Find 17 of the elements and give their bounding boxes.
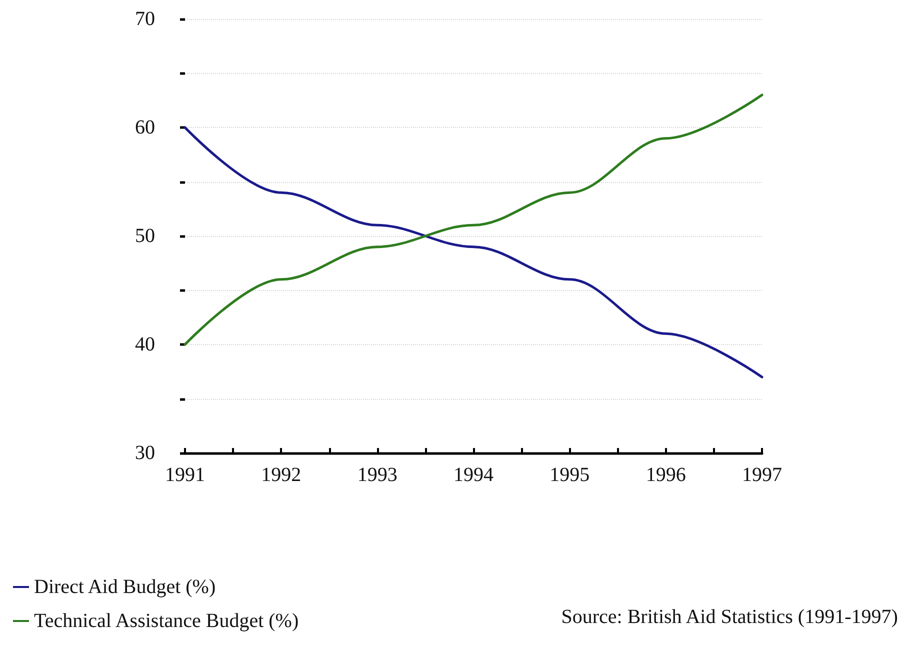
x-tick-label: 1993 <box>357 464 398 486</box>
y-tick-label: 70 <box>135 8 155 30</box>
x-tick-label: 1991 <box>165 464 205 486</box>
y-tick-label: 60 <box>135 116 155 138</box>
y-tick-label: 30 <box>135 442 155 464</box>
x-tick-label: 1995 <box>550 464 590 486</box>
x-tick-label: 1992 <box>261 464 302 486</box>
legend-label: Direct Aid Budget (%) <box>34 576 216 598</box>
line-series <box>184 126 764 378</box>
y-tick-label: 40 <box>135 334 155 356</box>
x-tick-label: 1996 <box>646 464 686 486</box>
source-note: Source: British Aid Statistics (1991-1997) <box>561 606 898 628</box>
line-series <box>184 94 764 346</box>
legend-label: Technical Assistance Budget (%) <box>34 610 299 632</box>
y-tick-label: 50 <box>135 225 155 247</box>
x-tick-label: 1994 <box>454 464 494 486</box>
x-tick-label: 1997 <box>742 464 782 486</box>
